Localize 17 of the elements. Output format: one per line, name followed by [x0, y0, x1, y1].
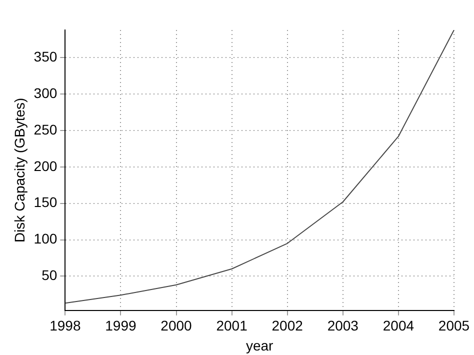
x-tick-label: 2001: [216, 318, 248, 334]
y-tick-label: 350: [34, 48, 58, 65]
y-tick-label: 150: [34, 194, 58, 210]
y-tick-label: 200: [34, 158, 58, 174]
x-tick-label: 2004: [382, 318, 414, 334]
x-tick-label: 1999: [105, 318, 136, 334]
y-tick-label: 100: [34, 230, 58, 247]
y-axis-title: Disk Capacity (GBytes): [11, 98, 28, 243]
x-tick-label: 2003: [327, 318, 359, 334]
y-tick-label: 50: [42, 267, 58, 284]
x-tick-label: 2000: [160, 318, 192, 334]
x-axis-title: year: [246, 337, 274, 354]
x-tick-label: 2005: [438, 318, 470, 334]
y-tick-label: 250: [34, 121, 58, 138]
y-tick-label: 300: [34, 84, 58, 101]
x-tick-label: 2002: [272, 318, 304, 334]
x-tick-label: 1998: [50, 318, 81, 334]
